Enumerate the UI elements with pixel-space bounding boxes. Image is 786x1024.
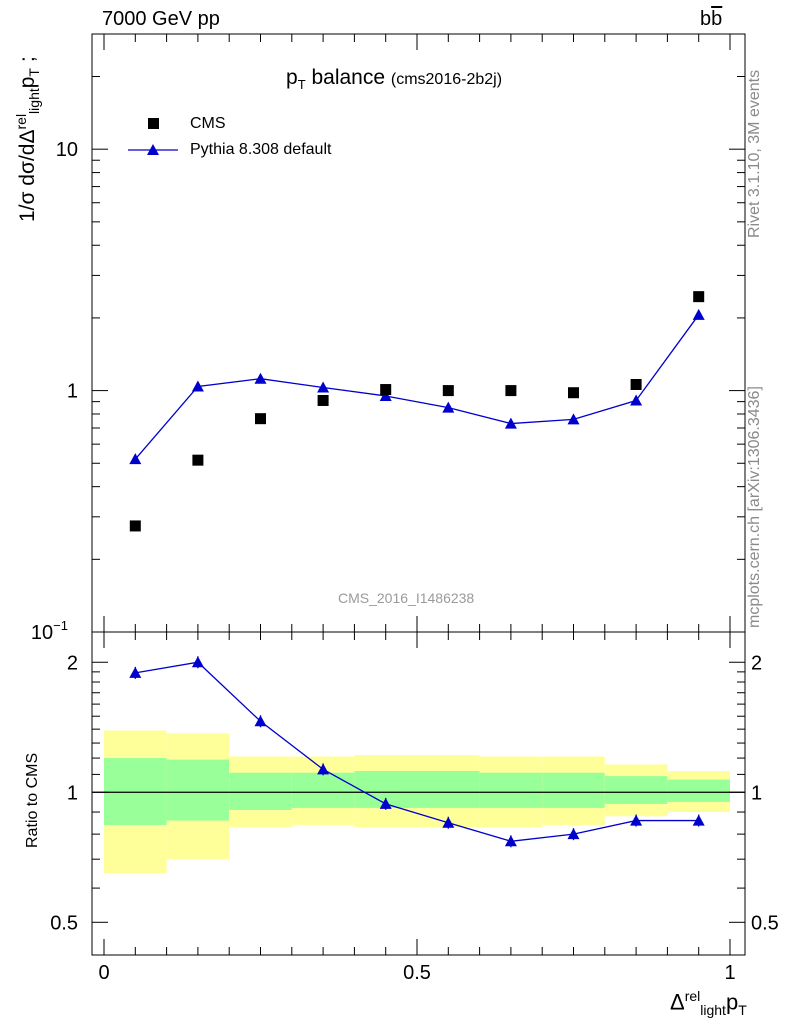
main-mc-point [191, 380, 204, 392]
main-data-point [630, 378, 642, 390]
ratio-y-tick-label-right: 1 [751, 782, 762, 804]
ratio-band-inner [291, 772, 355, 808]
ratio-x-tick-label: 0 [98, 962, 109, 984]
legend-markers [128, 118, 178, 155]
x-axis-label: ΔrellightpT [670, 984, 747, 1020]
xlab-c: T [738, 1001, 747, 1018]
ratio-uncertainty-bands [104, 730, 730, 874]
ylab-sub: light [26, 88, 43, 114]
main-mc-point [567, 413, 580, 425]
analysis-watermark: CMS_2016_I1486238 [338, 590, 475, 606]
xlab-sub: light [700, 1001, 726, 1018]
ratio-y-tick-label-right: 0.5 [751, 912, 779, 934]
ratio-y-tick-label-left: 0.5 [50, 912, 78, 934]
ratio-axis-ticks: 0.5 0.5 1 1 2 2 0 0.5 1 [50, 632, 779, 984]
ratio-mc-point [254, 715, 267, 727]
ylab-d: ; [16, 56, 39, 68]
process-label: bb [700, 8, 722, 31]
title-rest: balance [305, 66, 391, 89]
main-mc-point [379, 389, 392, 401]
ratio-band-inner [667, 779, 730, 802]
main-data-point [192, 454, 204, 466]
xlab-b: p [725, 989, 739, 1015]
ratio-mc-point [692, 814, 705, 826]
main-data-point [255, 413, 266, 425]
main-data-series [129, 291, 705, 532]
main-mc-series [129, 308, 705, 465]
main-data-point [568, 387, 579, 399]
main-mc-point [504, 417, 517, 429]
title-sub: T [297, 77, 306, 93]
rivet-label: Rivet 3.1.10, 3M events [746, 69, 763, 238]
ylab-b: p [16, 76, 39, 89]
main-data-point [129, 520, 141, 532]
plot-title: pT balance (cms2016-2b2j) [286, 66, 502, 92]
ratio-panel-frame [91, 631, 746, 956]
ratio-mc-point [442, 816, 455, 828]
legend-mc-label: Pythia 8.308 default [190, 141, 332, 158]
xlab-sup: rel [684, 988, 701, 1004]
main-mc-point [630, 394, 643, 406]
mcplots-label: mcplots.cern.ch [arXiv:1306.3436] [746, 386, 763, 628]
ratio-axis-label: Ratio to CMS [24, 752, 41, 848]
ratio-mc-series [129, 656, 705, 848]
ratio-mc-point [191, 656, 204, 668]
ratio-x-tick-label: 1 [724, 962, 735, 984]
main-data-point [505, 385, 517, 397]
energy-label: 7000 GeV pp [102, 8, 220, 30]
title-tag: (cms2016-2b2j) [390, 71, 503, 88]
ratio-mc-point [379, 797, 392, 809]
main-y-tick-label: 1 [67, 381, 78, 403]
ratio-band-inner [604, 776, 668, 804]
ratio-mc-line [135, 661, 699, 842]
process-prefix: b [700, 8, 712, 30]
ratio-mc-point [504, 835, 517, 847]
ratio-band-inner [417, 771, 480, 808]
y-axis-label: 1/σ dσ/dΔrellightpT ; [10, 56, 44, 222]
main-y-tick-exponent: −1 [53, 618, 68, 633]
xlab-a: Δ [670, 989, 685, 1015]
ratio-band-inner [479, 772, 543, 808]
main-y-tick-label: 10−1 [31, 618, 68, 644]
main-y-tick-label: 10 [56, 139, 78, 161]
main-mc-point [692, 308, 705, 320]
ylab-sup: rel [13, 113, 29, 130]
ratio-y-tick-label-right: 2 [751, 652, 762, 674]
ylab-c: T [26, 68, 43, 77]
legend-data-label: CMS [190, 115, 226, 132]
ratio-band-inner [166, 759, 230, 821]
ylab-a: 1/σ dσ/dΔ [16, 129, 39, 223]
ratio-band-inner [229, 772, 292, 810]
process-bar: b [711, 8, 723, 30]
main-data-point [442, 385, 454, 397]
main-data-point [317, 394, 329, 406]
ratio-y-tick-label-left: 1 [67, 782, 78, 804]
ratio-y-tick-label-left: 2 [67, 652, 78, 674]
main-mc-point [254, 372, 267, 384]
ratio-x-tick-label: 0.5 [403, 962, 431, 984]
ratio-mc-point [630, 814, 643, 826]
main-data-point [380, 384, 392, 396]
ratio-frame-rect [91, 631, 746, 956]
main-data-point [693, 291, 705, 303]
main-axis-ticks: 10−1 1 10 [31, 33, 745, 644]
title-p: p [286, 66, 298, 89]
ratio-mc-point [129, 666, 142, 678]
main-mc-point [129, 453, 142, 465]
main-mc-line [134, 314, 700, 460]
main-mc-point [317, 381, 330, 393]
ratio-band-inner [542, 772, 605, 808]
ratio-band-inner [104, 758, 167, 825]
ratio-mc-point [567, 828, 580, 840]
ratio-mc-point [317, 763, 330, 775]
legend-data-marker [148, 118, 159, 129]
main-mc-point [442, 401, 455, 413]
legend-mc-marker [147, 144, 159, 155]
